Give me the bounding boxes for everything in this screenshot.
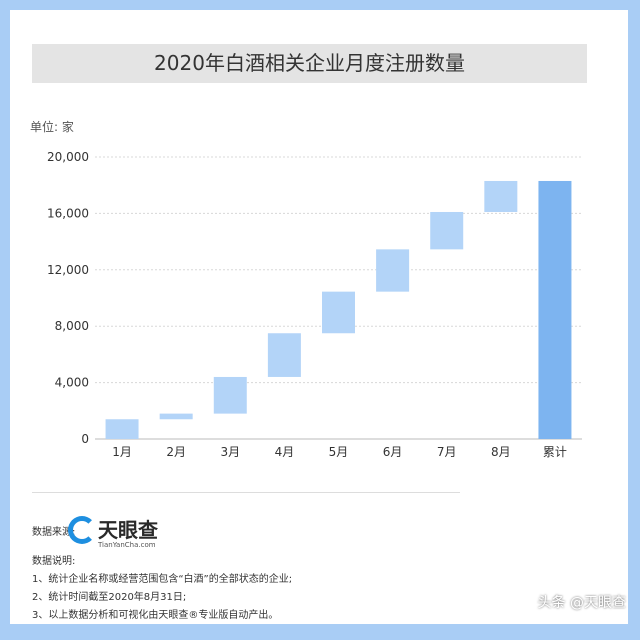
x-tick-label: 累计 (543, 445, 567, 459)
x-tick-label: 5月 (329, 445, 349, 459)
bar-8月 (484, 180, 518, 212)
x-tick-label: 4月 (275, 445, 295, 459)
bar-2月 (159, 413, 193, 420)
bar-3月 (213, 376, 247, 414)
bar-1月 (105, 419, 139, 439)
x-tick-label: 2月 (166, 445, 186, 459)
note-1: 1、统计企业名称或经营范围包含“白酒”的全部状态的企业; (32, 574, 293, 585)
y-tick-label: 12,000 (47, 263, 89, 277)
total-bar (538, 180, 572, 439)
chart-card (10, 10, 628, 624)
y-axis-unit: 单位: 家 (30, 120, 74, 134)
chart-title: 2020年白酒相关企业月度注册数量 (32, 44, 587, 83)
x-tick-label: 1月 (112, 445, 132, 459)
x-tick-label: 7月 (437, 445, 457, 459)
watermark: 头条 @天眼查 (537, 595, 626, 611)
tianyancha-logo: 天眼查 TianYanCha.com (68, 514, 188, 554)
x-tick-label: 3月 (220, 445, 240, 459)
y-tick-label: 4,000 (55, 376, 89, 390)
bar-5月 (322, 291, 355, 334)
note-3: 3、以上数据分析和可视化由天眼查®专业版自动产出。 (32, 610, 279, 621)
source-label: 数据来源: (32, 527, 76, 538)
bar-7月 (430, 211, 464, 250)
bar-6月 (376, 249, 410, 292)
bar-4月 (267, 333, 301, 377)
y-tick-label: 16,000 (47, 206, 89, 220)
x-tick-label: 6月 (383, 445, 403, 459)
notes-label: 数据说明: (32, 556, 76, 567)
y-tick-label: 20,000 (47, 150, 89, 164)
divider (32, 492, 460, 493)
logo-icon (68, 516, 96, 544)
y-tick-label: 0 (81, 432, 89, 446)
y-tick-label: 8,000 (55, 319, 89, 333)
x-tick-label: 8月 (491, 445, 511, 459)
note-2: 2、统计时间截至2020年8月31日; (32, 592, 187, 603)
